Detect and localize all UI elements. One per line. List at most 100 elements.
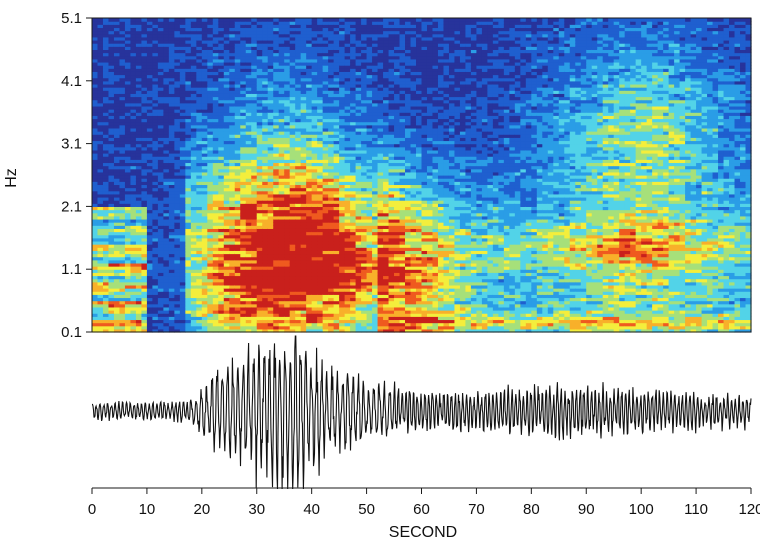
spectrogram-cell bbox=[212, 262, 219, 267]
spectrogram-cell bbox=[262, 259, 269, 264]
spectrogram-cell bbox=[278, 244, 285, 248]
spectrogram-cell bbox=[333, 33, 340, 38]
spectrogram-cell bbox=[295, 206, 302, 211]
spectrogram-cell bbox=[119, 105, 126, 110]
spectrogram-cell bbox=[234, 256, 241, 261]
spectrogram-cell bbox=[306, 80, 313, 85]
spectrogram-cell bbox=[179, 87, 186, 91]
spectrogram-cell bbox=[152, 149, 159, 154]
spectrogram-cell bbox=[317, 61, 324, 66]
spectrogram-cell bbox=[196, 196, 203, 201]
spectrogram-cell bbox=[157, 55, 164, 60]
spectrogram-cell bbox=[97, 272, 104, 277]
spectrogram-cell bbox=[306, 209, 313, 214]
spectrogram-cell bbox=[97, 209, 104, 214]
spectrogram-cell bbox=[234, 247, 241, 251]
spectrogram-cell bbox=[251, 209, 258, 214]
spectrogram-cell bbox=[223, 193, 230, 198]
spectrogram-cell bbox=[256, 244, 263, 248]
spectrogram-cell bbox=[179, 322, 186, 327]
spectrogram-cell bbox=[300, 244, 307, 248]
spectrogram-cell bbox=[207, 303, 214, 308]
spectrogram-cell bbox=[361, 218, 368, 223]
spectrogram-cell bbox=[267, 93, 274, 98]
spectrogram-cell bbox=[262, 77, 269, 82]
spectrogram-cell bbox=[267, 200, 274, 204]
spectrogram-cell bbox=[333, 153, 340, 157]
spectrogram-cell bbox=[344, 90, 351, 94]
spectrogram-cell bbox=[130, 222, 137, 226]
spectrogram-cell bbox=[163, 134, 170, 138]
spectrogram-cell bbox=[339, 39, 346, 44]
spectrogram-cell bbox=[278, 310, 285, 314]
spectrogram-cell bbox=[190, 46, 197, 50]
spectrogram-cell bbox=[218, 281, 225, 286]
spectrogram-cell bbox=[179, 74, 186, 79]
spectrogram-cell bbox=[355, 278, 362, 283]
spectrogram-cell bbox=[185, 266, 192, 270]
spectrogram-cell bbox=[300, 77, 307, 82]
spectrogram-cell bbox=[262, 178, 269, 182]
spectrogram-cell bbox=[196, 253, 203, 258]
spectrogram-cell bbox=[278, 52, 285, 57]
spectrogram-cell bbox=[306, 39, 313, 44]
spectrogram-cell bbox=[284, 281, 291, 286]
spectrogram-cell bbox=[339, 181, 346, 186]
spectrogram-cell bbox=[361, 278, 368, 283]
spectrogram-cell bbox=[262, 193, 269, 198]
spectrogram-cell bbox=[284, 225, 291, 229]
spectrogram-cell bbox=[306, 237, 313, 242]
spectrogram-cell bbox=[240, 259, 247, 264]
spectrogram-cell bbox=[284, 115, 291, 120]
spectrogram-cell bbox=[322, 165, 329, 170]
spectrogram-cell bbox=[113, 149, 121, 154]
spectrogram-cell bbox=[306, 171, 313, 176]
spectrogram-cell bbox=[229, 118, 236, 123]
spectrogram-cell bbox=[196, 297, 203, 302]
spectrogram-cell bbox=[97, 156, 104, 160]
spectrogram-cell bbox=[168, 196, 175, 201]
spectrogram-cell bbox=[185, 159, 192, 164]
spectrogram-cell bbox=[240, 310, 247, 314]
spectrogram-cell bbox=[322, 247, 329, 251]
spectrogram-cell bbox=[124, 131, 132, 135]
spectrogram-cell bbox=[130, 39, 137, 44]
spectrogram-cell bbox=[322, 96, 329, 101]
spectrogram-cell bbox=[289, 306, 296, 311]
spectrogram-cell bbox=[328, 266, 335, 270]
spectrogram-cell bbox=[146, 115, 154, 120]
spectrogram-cell bbox=[201, 61, 208, 66]
spectrogram-cell bbox=[273, 165, 280, 170]
spectrogram-cell bbox=[361, 102, 368, 107]
spectrogram-cell bbox=[152, 87, 159, 91]
spectrogram-cell bbox=[306, 33, 313, 38]
spectrogram-cell bbox=[256, 102, 263, 107]
spectrogram-cell bbox=[157, 269, 164, 273]
spectrogram-cell bbox=[97, 118, 104, 123]
spectrogram-cell bbox=[207, 24, 214, 29]
spectrogram-cell bbox=[229, 275, 236, 280]
spectrogram-cell bbox=[124, 275, 132, 280]
spectrogram-cell bbox=[328, 24, 335, 29]
spectrogram-cell bbox=[333, 259, 340, 264]
spectrogram-cell bbox=[168, 65, 175, 69]
spectrogram-cell bbox=[174, 212, 181, 217]
spectrogram-cell bbox=[163, 127, 170, 132]
spectrogram-cell bbox=[223, 328, 230, 333]
spectrogram-cell bbox=[240, 49, 247, 54]
spectrogram-cell bbox=[113, 159, 121, 164]
spectrogram-cell bbox=[212, 310, 219, 314]
spectrogram-cell bbox=[339, 322, 346, 327]
spectrogram-cell bbox=[256, 300, 263, 305]
spectrogram-cell bbox=[262, 33, 269, 38]
spectrogram-cell bbox=[163, 61, 170, 66]
spectrogram-cell bbox=[289, 137, 296, 142]
spectrogram-cell bbox=[361, 153, 368, 157]
spectrogram-cell bbox=[157, 162, 164, 167]
spectrogram-cell bbox=[174, 300, 181, 305]
spectrogram-cell bbox=[289, 109, 296, 113]
spectrogram-cell bbox=[278, 109, 285, 113]
spectrogram-cell bbox=[113, 21, 121, 25]
spectrogram-cell bbox=[185, 124, 192, 129]
spectrogram-cell bbox=[174, 36, 181, 41]
